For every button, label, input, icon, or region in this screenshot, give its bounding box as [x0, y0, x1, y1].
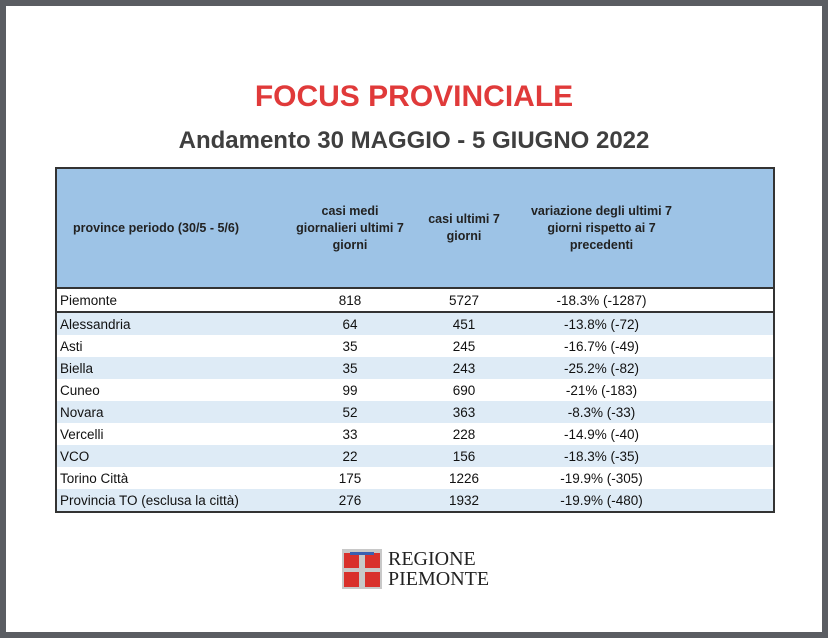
cell-empty — [684, 401, 774, 423]
cell-cases-7d: 363 — [409, 401, 519, 423]
table-row: Alessandria 64 451 -13.8% (-72) — [56, 312, 774, 335]
header-province: province periodo (30/5 - 5/6) — [56, 168, 291, 288]
regione-piemonte-logo: REGIONE PIEMONTE — [342, 549, 489, 589]
cell-daily-avg: 52 — [291, 401, 409, 423]
table-row: Piemonte 818 5727 -18.3% (-1287) — [56, 287, 774, 313]
cell-province: Cuneo — [60, 382, 100, 398]
cell-daily-avg: 22 — [291, 445, 409, 467]
cell-empty — [684, 287, 774, 313]
cell-variation: -19.9% (-305) — [560, 470, 643, 486]
cell-province: VCO — [56, 445, 291, 467]
cell-daily-avg: 175 — [338, 470, 362, 486]
cell-cases-7d: 243 — [409, 357, 519, 379]
table-row: Torino Città 175 1226 -19.9% (-305) — [56, 467, 774, 489]
cell-daily-avg: 64 — [291, 312, 409, 335]
slide-title: FOCUS PROVINCIALE — [254, 80, 574, 113]
cell-empty — [684, 445, 774, 467]
cell-daily-avg: 35 — [291, 357, 409, 379]
cell-cases-7d: 5727 — [409, 287, 519, 313]
cell-empty — [684, 379, 774, 401]
cell-cases-7d: 156 — [409, 445, 519, 467]
logo-line-1: REGIONE — [388, 548, 476, 570]
cell-empty — [684, 335, 774, 357]
cell-province: Asti — [60, 338, 83, 354]
header-variation: variazione degli ultimi 7 giorni rispett… — [519, 168, 684, 288]
cell-variation: -8.3% (-33) — [519, 401, 684, 423]
cell-variation: -19.9% (-480) — [519, 489, 684, 512]
cell-variation: -25.2% (-82) — [519, 357, 684, 379]
table-row: Vercelli 33 228 -14.9% (-40) — [56, 423, 774, 445]
table-row: Biella 35 243 -25.2% (-82) — [56, 357, 774, 379]
logo-line-2: PIEMONTE — [388, 568, 490, 590]
cell-province: Torino Città — [60, 470, 129, 486]
table-row: Asti 35 245 -16.7% (-49) — [56, 335, 774, 357]
cell-empty — [684, 467, 774, 489]
cell-variation: -13.8% (-72) — [519, 312, 684, 335]
cell-variation: -16.7% (-49) — [563, 338, 640, 354]
table-row: Cuneo 99 690 -21% (-183) — [56, 379, 774, 401]
header-empty — [684, 168, 774, 288]
cell-province: Provincia TO (esclusa la città) — [56, 489, 291, 512]
cell-cases-7d: 1932 — [409, 489, 519, 512]
cell-daily-avg: 99 — [342, 382, 358, 398]
cell-variation: -21% (-183) — [565, 382, 638, 398]
table-row: Provincia TO (esclusa la città) 276 1932 -1… — [56, 489, 774, 512]
cell-cases-7d: 228 — [452, 426, 476, 442]
cell-province: Biella — [56, 357, 291, 379]
cell-variation: -14.9% (-40) — [563, 426, 640, 442]
header-daily-avg: casi medi giornalieri ultimi 7 giorni — [291, 168, 409, 288]
piemonte-flag-icon — [342, 549, 382, 589]
cell-cases-7d: 1226 — [448, 470, 480, 486]
cell-empty — [684, 423, 774, 445]
cell-daily-avg: 818 — [291, 287, 409, 313]
header-row: province periodo (30/5 - 5/6) casi medi … — [56, 168, 774, 288]
slide: FOCUS PROVINCIALE Andamento 30 MAGGIO - … — [6, 6, 822, 632]
cell-daily-avg: 276 — [291, 489, 409, 512]
cell-province: Vercelli — [60, 426, 104, 442]
cell-daily-avg: 35 — [342, 338, 358, 354]
cell-cases-7d: 451 — [409, 312, 519, 335]
cell-cases-7d: 690 — [452, 382, 476, 398]
cell-province: Piemonte — [56, 287, 291, 313]
slide-subtitle: Andamento 30 MAGGIO - 5 GIUGNO 2022 — [178, 127, 650, 154]
cell-daily-avg: 33 — [342, 426, 358, 442]
table-row: Novara 52 363 -8.3% (-33) — [56, 401, 774, 423]
cell-variation: -18.3% (-35) — [519, 445, 684, 467]
cell-variation: -18.3% (-1287) — [519, 287, 684, 313]
province-table: province periodo (30/5 - 5/6) casi medi … — [55, 167, 775, 513]
table-row: VCO 22 156 -18.3% (-35) — [56, 445, 774, 467]
cell-empty — [684, 489, 774, 512]
cell-empty — [684, 312, 774, 335]
cell-province: Novara — [56, 401, 291, 423]
cell-empty — [684, 357, 774, 379]
header-cases-7d: casi ultimi 7 giorni — [409, 168, 519, 288]
cell-cases-7d: 245 — [452, 338, 476, 354]
cell-province: Alessandria — [56, 312, 291, 335]
